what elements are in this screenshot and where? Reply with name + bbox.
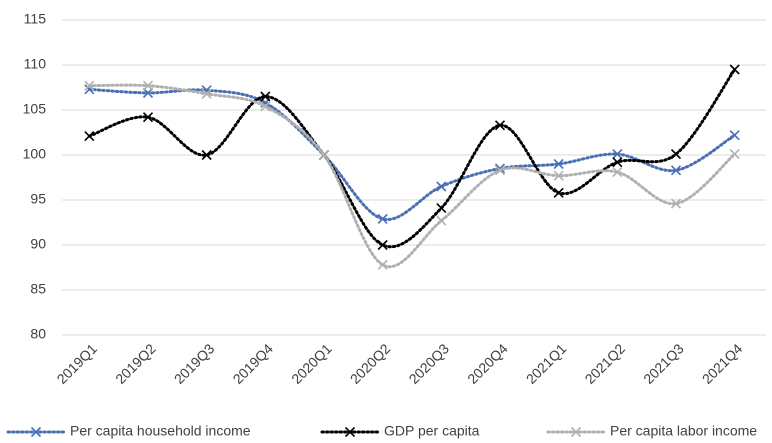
x-tick-label: 2020Q1 xyxy=(288,340,335,387)
marker xyxy=(84,84,95,95)
y-tick-label: 90 xyxy=(30,236,46,252)
marker xyxy=(377,213,388,224)
marker xyxy=(494,120,506,131)
marker xyxy=(553,158,564,170)
x-tick-label: 2021Q1 xyxy=(523,340,570,387)
x-tick-label: 2021Q2 xyxy=(582,340,629,387)
marker xyxy=(670,198,682,209)
legend-label: GDP per capita xyxy=(384,423,480,439)
marker xyxy=(436,181,447,192)
marker xyxy=(318,149,330,161)
x-tick-label: 2020Q4 xyxy=(464,340,511,387)
marker xyxy=(260,91,271,102)
x-tick-label: 2019Q4 xyxy=(230,340,277,387)
marker xyxy=(84,131,95,142)
marker xyxy=(436,203,447,214)
marker xyxy=(612,157,623,168)
x-tick-label: 2019Q3 xyxy=(171,340,218,387)
marker xyxy=(612,149,623,160)
legend-marker xyxy=(570,426,582,438)
marker xyxy=(729,64,740,75)
marker xyxy=(729,149,740,160)
marker xyxy=(377,239,388,251)
marker xyxy=(494,165,506,176)
marker xyxy=(670,149,682,160)
marker xyxy=(377,259,388,270)
y-tick-label: 95 xyxy=(30,191,46,207)
x-tick-label: 2019Q1 xyxy=(54,340,101,387)
y-tick-label: 80 xyxy=(30,326,46,342)
legend-label: Per capita household income xyxy=(70,423,251,439)
series-line xyxy=(87,68,737,249)
marker xyxy=(670,165,682,176)
marker xyxy=(553,170,564,181)
y-tick-label: 85 xyxy=(30,281,46,297)
marker xyxy=(142,80,154,91)
legend-marker xyxy=(344,426,356,438)
x-tick-label: 2021Q4 xyxy=(699,340,746,387)
marker xyxy=(260,101,271,112)
marker xyxy=(553,187,564,198)
y-tick-label: 110 xyxy=(24,56,47,72)
y-tick-label: 105 xyxy=(23,101,47,117)
marker xyxy=(729,130,740,141)
legend-marker xyxy=(30,426,42,438)
x-tick-label: 2020Q3 xyxy=(406,340,453,387)
x-tick-label: 2020Q2 xyxy=(347,340,394,387)
legend-label: Per capita labor income xyxy=(610,423,757,439)
series-line xyxy=(87,83,737,269)
marker xyxy=(142,87,154,98)
marker xyxy=(201,88,212,99)
marker xyxy=(201,149,212,161)
y-tick-label: 115 xyxy=(24,11,47,27)
marker xyxy=(84,80,95,91)
marker xyxy=(142,112,154,123)
x-tick-label: 2019Q2 xyxy=(112,340,159,387)
x-tick-label: 2021Q3 xyxy=(640,340,687,387)
marker xyxy=(612,167,623,178)
marker xyxy=(436,215,447,226)
y-tick-label: 100 xyxy=(23,146,47,162)
